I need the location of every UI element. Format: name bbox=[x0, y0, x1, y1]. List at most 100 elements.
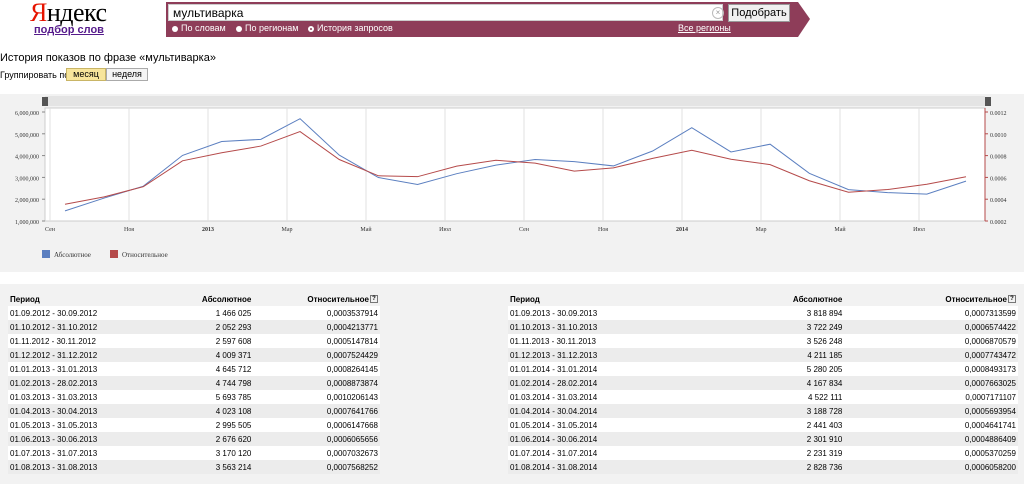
history-table: Период Абсолютное Относительное? 01.09.2… bbox=[0, 284, 1024, 484]
x-tick-label: Сен bbox=[45, 227, 56, 233]
y-tick-label-left: 2,000,000 bbox=[15, 198, 39, 204]
cell-abs: 4 522 111 bbox=[720, 390, 845, 404]
group-week-button[interactable]: неделя bbox=[106, 68, 148, 81]
table-row: 01.07.2013 - 31.07.2013 3 170 120 0,000703… bbox=[8, 446, 380, 460]
table-row: 01.07.2014 - 31.07.2014 2 231 319 0,000537… bbox=[508, 446, 1018, 460]
table-row: 01.12.2012 - 31.12.2012 4 009 371 0,000752… bbox=[8, 348, 380, 362]
col-rel: Относительное? bbox=[253, 292, 380, 306]
cell-period: 01.12.2013 - 31.12.2013 bbox=[508, 348, 721, 362]
cell-period: 01.09.2012 - 30.09.2012 bbox=[8, 306, 163, 320]
cell-rel: 0,0003537914 bbox=[253, 306, 380, 320]
cell-rel: 0,0007641766 bbox=[253, 404, 380, 418]
cell-period: 01.02.2013 - 28.02.2013 bbox=[8, 376, 163, 390]
cell-abs: 2 995 505 bbox=[162, 418, 254, 432]
search-button[interactable]: Подобрать bbox=[728, 4, 790, 22]
y-tick-label-left: 4,000,000 bbox=[15, 155, 39, 161]
table-row: 01.03.2014 - 31.03.2014 4 522 111 0,000717… bbox=[508, 390, 1018, 404]
cell-abs: 2 828 736 bbox=[720, 460, 845, 474]
cell-rel: 0,0006870579 bbox=[844, 334, 1018, 348]
cell-period: 01.09.2013 - 30.09.2013 bbox=[508, 306, 721, 320]
col-period: Период bbox=[510, 294, 540, 304]
cell-period: 01.04.2014 - 30.04.2014 bbox=[508, 404, 721, 418]
left-handle-icon[interactable] bbox=[42, 97, 48, 106]
cell-rel: 0,0005693954 bbox=[844, 404, 1018, 418]
y-tick-label-right: 0.0006 bbox=[990, 176, 1007, 182]
table-row: 01.01.2014 - 31.01.2014 5 280 205 0,000849… bbox=[508, 362, 1018, 376]
all-regions-link[interactable]: Все регионы bbox=[678, 23, 731, 33]
cell-abs: 3 563 214 bbox=[162, 460, 254, 474]
legend-swatch-rel bbox=[110, 250, 118, 258]
cell-rel: 0,0010206143 bbox=[253, 390, 380, 404]
search-input[interactable]: мультиварка bbox=[168, 4, 723, 21]
legend-label-rel: Относительное bbox=[122, 251, 168, 259]
cell-abs: 2 676 620 bbox=[162, 432, 254, 446]
cell-abs: 2 052 293 bbox=[162, 320, 254, 334]
table-row: 01.08.2013 - 31.08.2013 3 563 214 0,000756… bbox=[8, 460, 380, 474]
right-handle-icon[interactable] bbox=[985, 97, 991, 106]
y-tick-label-left: 5,000,000 bbox=[15, 133, 39, 139]
cell-rel: 0,0007663025 bbox=[844, 376, 1018, 390]
cell-period: 01.07.2014 - 31.07.2014 bbox=[508, 446, 721, 460]
help-icon[interactable]: ? bbox=[370, 295, 378, 304]
cell-abs: 4 167 834 bbox=[720, 376, 845, 390]
cell-period: 01.04.2013 - 30.04.2013 bbox=[8, 404, 163, 418]
y-tick-label-right: 0.0002 bbox=[990, 220, 1007, 226]
table-row: 01.01.2013 - 31.01.2013 4 645 712 0,000826… bbox=[8, 362, 380, 376]
history-chart: Абсолютное Относительное 1,000,000 2,000,00… bbox=[0, 94, 1024, 272]
table-row: 01.10.2012 - 31.10.2012 2 052 293 0,000421… bbox=[8, 320, 380, 334]
help-icon[interactable]: ? bbox=[1008, 295, 1016, 304]
cell-abs: 3 188 728 bbox=[720, 404, 845, 418]
table-row: 01.09.2013 - 30.09.2013 3 818 894 0,000731… bbox=[508, 306, 1018, 320]
table-row: 01.02.2013 - 28.02.2013 4 744 798 0,000887… bbox=[8, 376, 380, 390]
cell-abs: 2 597 608 bbox=[162, 334, 254, 348]
group-by-label: Группировать по: bbox=[0, 70, 72, 80]
cell-rel: 0,0006058200 bbox=[844, 460, 1018, 474]
x-tick-label: Июл bbox=[913, 227, 925, 233]
series-line-abs bbox=[64, 118, 967, 212]
cell-abs: 4 211 185 bbox=[720, 348, 845, 362]
cell-period: 01.11.2012 - 30.11.2012 bbox=[8, 334, 163, 348]
cell-period: 01.05.2014 - 31.05.2014 bbox=[508, 418, 721, 432]
cell-period: 01.01.2014 - 31.01.2014 bbox=[508, 362, 721, 376]
cell-abs: 3 170 120 bbox=[162, 446, 254, 460]
cell-abs: 4 744 798 bbox=[162, 376, 254, 390]
cell-abs: 3 722 249 bbox=[720, 320, 845, 334]
logo-subtitle-link[interactable]: подбор слов bbox=[34, 24, 104, 36]
table-row: 01.06.2014 - 30.06.2014 2 301 910 0,000488… bbox=[508, 432, 1018, 446]
cell-rel: 0,0008264145 bbox=[253, 362, 380, 376]
y-tick-label-right: 0.0010 bbox=[990, 133, 1007, 139]
cell-rel: 0,0004886409 bbox=[844, 432, 1018, 446]
cell-abs: 4 009 371 bbox=[162, 348, 254, 362]
table-left: Период Абсолютное Относительное? 01.09.2… bbox=[8, 292, 380, 474]
table-row: 01.08.2014 - 31.08.2014 2 828 736 0,000605… bbox=[508, 460, 1018, 474]
radio-by-regions[interactable]: По регионам bbox=[236, 23, 298, 33]
yandex-logo[interactable]: Яндекс bbox=[30, 0, 107, 27]
radio-icon bbox=[236, 25, 242, 32]
cell-rel: 0,0006574422 bbox=[844, 320, 1018, 334]
radio-query-history[interactable]: История запросов bbox=[308, 23, 393, 33]
cell-period: 01.06.2013 - 30.06.2013 bbox=[8, 432, 163, 446]
table-row: 01.04.2014 - 30.04.2014 3 188 728 0,000569… bbox=[508, 404, 1018, 418]
y-tick-label-left: 6,000,000 bbox=[15, 111, 39, 117]
x-tick-label: Июл bbox=[439, 227, 451, 233]
cell-rel: 0,0007743472 bbox=[844, 348, 1018, 362]
cell-abs: 3 526 248 bbox=[720, 334, 845, 348]
cell-abs: 4 023 108 bbox=[162, 404, 254, 418]
cell-rel: 0,0006147668 bbox=[253, 418, 380, 432]
table-row: 01.09.2012 - 30.09.2012 1 466 025 0,000353… bbox=[8, 306, 380, 320]
table-row: 01.11.2013 - 30.11.2013 3 526 248 0,000687… bbox=[508, 334, 1018, 348]
clear-icon[interactable]: × bbox=[712, 7, 724, 19]
y-tick-label-left: 3,000,000 bbox=[15, 176, 39, 182]
plot-area bbox=[44, 107, 986, 222]
radio-by-words[interactable]: По словам bbox=[172, 23, 226, 33]
cell-period: 01.07.2013 - 31.07.2013 bbox=[8, 446, 163, 460]
table-row: 01.04.2013 - 30.04.2013 4 023 108 0,000764… bbox=[8, 404, 380, 418]
scroller-track[interactable] bbox=[45, 96, 985, 106]
table-row: 01.05.2013 - 31.05.2013 2 995 505 0,000614… bbox=[8, 418, 380, 432]
cell-rel: 0,0004641741 bbox=[844, 418, 1018, 432]
group-month-button[interactable]: месяц bbox=[66, 68, 106, 81]
cell-period: 01.02.2014 - 28.02.2014 bbox=[508, 376, 721, 390]
x-tick-label: 2014 bbox=[676, 227, 688, 233]
cell-period: 01.01.2013 - 31.01.2013 bbox=[8, 362, 163, 376]
cell-period: 01.03.2014 - 31.03.2014 bbox=[508, 390, 721, 404]
